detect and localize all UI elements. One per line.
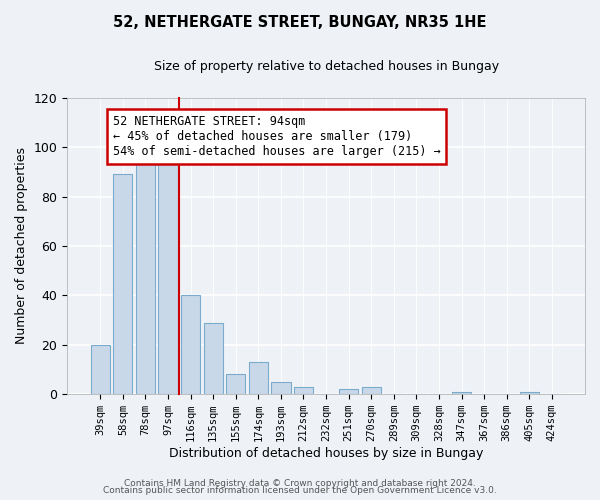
Text: 52 NETHERGATE STREET: 94sqm
← 45% of detached houses are smaller (179)
54% of se: 52 NETHERGATE STREET: 94sqm ← 45% of det… xyxy=(113,115,440,158)
Bar xyxy=(339,390,358,394)
Bar xyxy=(271,382,290,394)
Text: Contains HM Land Registry data © Crown copyright and database right 2024.: Contains HM Land Registry data © Crown c… xyxy=(124,478,476,488)
Bar xyxy=(226,374,245,394)
Bar xyxy=(452,392,471,394)
X-axis label: Distribution of detached houses by size in Bungay: Distribution of detached houses by size … xyxy=(169,447,483,460)
Bar xyxy=(91,345,110,394)
Y-axis label: Number of detached properties: Number of detached properties xyxy=(15,148,28,344)
Bar xyxy=(294,387,313,394)
Text: 52, NETHERGATE STREET, BUNGAY, NR35 1HE: 52, NETHERGATE STREET, BUNGAY, NR35 1HE xyxy=(113,15,487,30)
Title: Size of property relative to detached houses in Bungay: Size of property relative to detached ho… xyxy=(154,60,499,73)
Bar xyxy=(181,296,200,394)
Bar xyxy=(203,322,223,394)
Bar xyxy=(136,160,155,394)
Bar xyxy=(249,362,268,394)
Bar xyxy=(158,164,178,394)
Bar xyxy=(113,174,133,394)
Text: Contains public sector information licensed under the Open Government Licence v3: Contains public sector information licen… xyxy=(103,486,497,495)
Bar xyxy=(362,387,381,394)
Bar xyxy=(520,392,539,394)
